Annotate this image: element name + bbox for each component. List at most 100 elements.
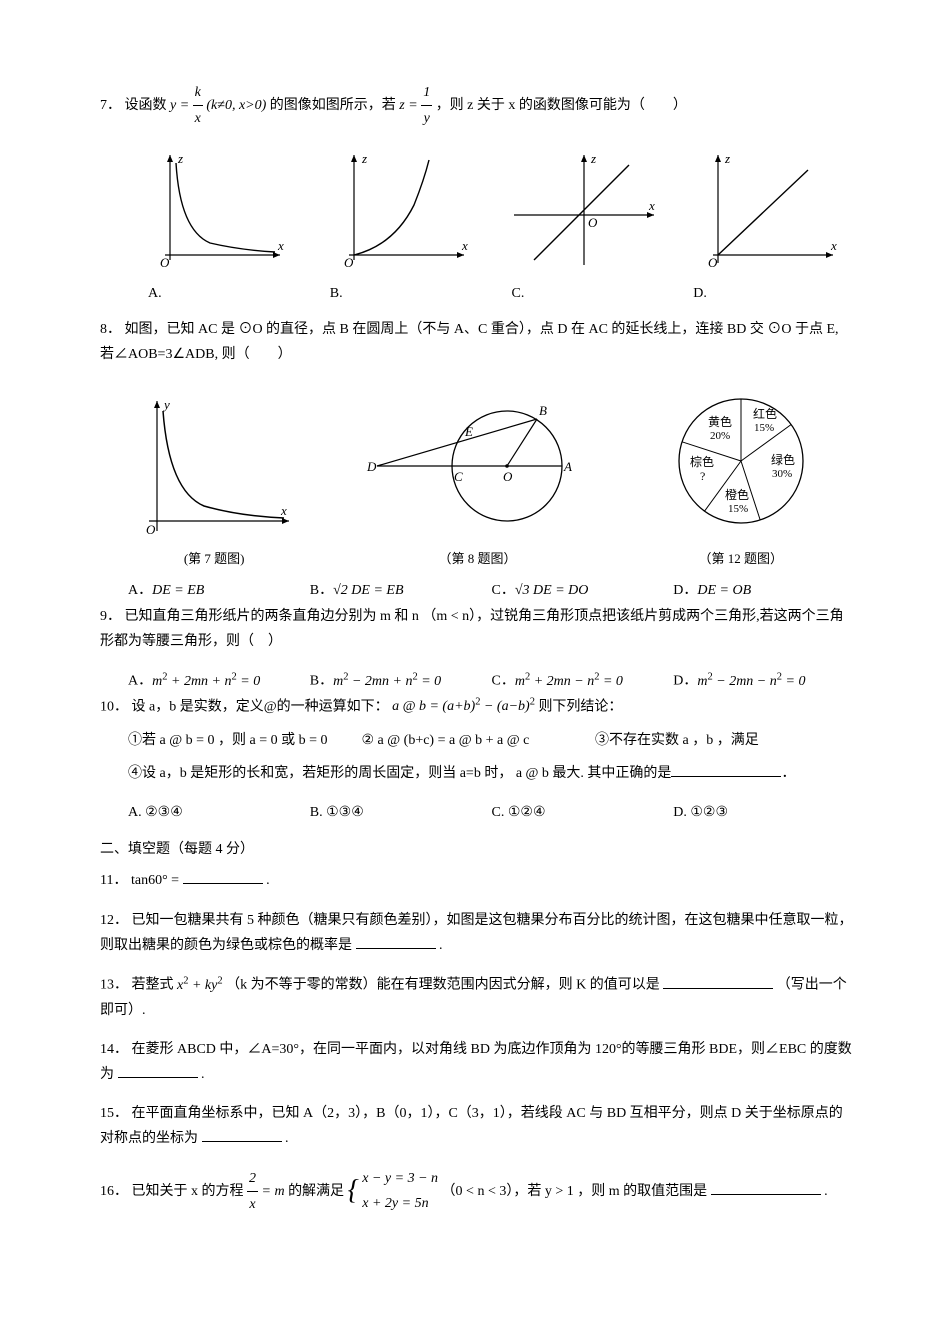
q10-opt-D: D. ①②③: [673, 800, 855, 825]
q15-num: 15．: [100, 1106, 128, 1121]
q9-opt-C: C．m2 + 2mn − n2 = 0: [492, 668, 674, 694]
svg-text:x: x: [830, 238, 837, 253]
svg-text:?: ?: [700, 469, 705, 483]
q16-text-before: 已知关于 x 的方程: [132, 1184, 248, 1199]
q8-opt-D: D．DE = OB: [673, 578, 855, 603]
svg-text:B: B: [539, 403, 547, 418]
svg-text:x: x: [280, 503, 287, 518]
q14-end: .: [201, 1067, 205, 1082]
svg-text:x: x: [277, 238, 284, 253]
q7-text-mid: 的图像如图所示，若: [270, 98, 400, 113]
q15-blank: [202, 1128, 282, 1142]
q8-opt-B: B．√2 DE = EB: [310, 578, 492, 603]
svg-text:绿色: 绿色: [771, 452, 795, 467]
q7-letter-D: D.: [673, 281, 855, 306]
svg-text:15%: 15%: [754, 422, 774, 434]
q11-text: tan60° =: [131, 873, 179, 888]
q7-chart-D: x z O: [681, 145, 855, 275]
q12-end: .: [439, 938, 443, 953]
svg-text:O: O: [588, 215, 598, 230]
q16-end: .: [824, 1184, 828, 1199]
svg-text:z: z: [361, 151, 367, 166]
q10-formula: a @ b = (a+b)2 − (a−b)2: [392, 699, 535, 714]
svg-text:z: z: [177, 151, 183, 166]
svg-text:A: A: [563, 459, 572, 474]
question-7: 7． 设函数 y = kx (k≠0, x>0) 的图像如图所示，若 z = 1…: [100, 80, 855, 131]
q8-opt-C: C．√3 DE = DO: [492, 578, 674, 603]
svg-text:C: C: [454, 469, 463, 484]
q7-chart-A: x z O: [128, 145, 302, 275]
q13-blank: [663, 975, 773, 989]
q12-blank: [356, 935, 436, 949]
q10-opt-A: A. ②③④: [128, 800, 310, 825]
q9-num: 9．: [100, 609, 121, 624]
q8-options: A．DE = EB B．√2 DE = EB C．√3 DE = DO D．DE…: [100, 578, 855, 603]
q10-stmt4: ④设 a，b 是矩形的长和宽，若矩形的周长固定，则当 a=b 时， a @ b …: [128, 766, 671, 781]
q7-letter-A: A.: [128, 281, 310, 306]
q12-num: 12．: [100, 913, 128, 928]
fig-12: 红色 15% 绿色 30% 橙色 15% 棕色 ? 黄色 20% （第 12 题…: [656, 381, 826, 570]
q7-letter-B: B.: [310, 281, 492, 306]
q16-formula1: 2x = m: [247, 1184, 285, 1199]
q16-num: 16．: [100, 1184, 128, 1199]
svg-text:y: y: [162, 397, 170, 412]
q16-formula2: { x − y = 3 − n x + 2y = 5n: [348, 1166, 438, 1216]
q13-text-before: 若整式: [132, 978, 178, 993]
q16-blank: [711, 1181, 821, 1195]
q7-charts: x z O x z O x z O: [128, 145, 855, 275]
question-14: 14． 在菱形 ABCD 中，∠A=30°，在同一平面内，以对角线 BD 为底边…: [100, 1037, 855, 1087]
q11-end: .: [266, 873, 270, 888]
question-15: 15． 在平面直角坐标系中，已知 A（2，3），B（0，1），C（3，1），若线…: [100, 1101, 855, 1151]
q9-text: 已知直角三角形纸片的两条直角边分别为 m 和 n （m < n），过锐角三角形顶…: [100, 609, 844, 649]
q10-stmt3: ③不存在实数 a ，b ，满足: [595, 733, 759, 748]
question-8: 8． 如图，已知 AC 是 ⊙O 的直径，点 B 在圆周上（不与 A、C 重合）…: [100, 317, 855, 367]
q8-text: 如图，已知 AC 是 ⊙O 的直径，点 B 在圆周上（不与 A、C 重合），点 …: [100, 322, 839, 362]
q7-letters: A. B. C. D.: [100, 281, 855, 306]
svg-text:D: D: [366, 459, 377, 474]
q9-opt-B: B．m2 − 2mn + n2 = 0: [310, 668, 492, 694]
q10-stmt4-row: ④设 a，b 是矩形的长和宽，若矩形的周长固定，则当 a=b 时， a @ b …: [100, 761, 855, 786]
fig-8: A B C D E O （第 8 题图）: [357, 381, 597, 570]
svg-text:黄色: 黄色: [708, 415, 732, 429]
svg-text:O: O: [160, 255, 170, 270]
fig12-label: （第 12 题图）: [656, 547, 826, 570]
q11-num: 11．: [100, 873, 127, 888]
q7-formula1: y = kx (k≠0, x>0): [170, 98, 266, 113]
svg-text:O: O: [344, 255, 354, 270]
question-16: 16． 已知关于 x 的方程 2x = m 的解满足 { x − y = 3 −…: [100, 1166, 855, 1217]
q16-text-mid1: 的解满足: [288, 1184, 348, 1199]
q12-text: 已知一包糖果共有 5 种颜色（糖果只有颜色差别），如图是这包糖果分布百分比的统计…: [100, 913, 853, 953]
q7-chart-B: x z O: [312, 145, 486, 275]
svg-text:30%: 30%: [772, 468, 792, 480]
svg-text:O: O: [146, 522, 156, 537]
q10-blank: [671, 763, 781, 777]
q10-options: A. ②③④ B. ①③④ C. ①②④ D. ①②③: [100, 800, 855, 825]
fig-7: x y O (第 7 题图): [129, 391, 299, 570]
figure-row: x y O (第 7 题图) A B C D E O （第 8 题图）: [100, 381, 855, 570]
q7-formula2: z = 1y: [399, 98, 432, 113]
question-11: 11． tan60° = .: [100, 868, 855, 893]
q14-blank: [118, 1064, 198, 1078]
svg-text:E: E: [464, 424, 473, 439]
q13-formula: x2 + ky2: [177, 978, 223, 993]
q8-num: 8．: [100, 322, 121, 337]
q7-num: 7．: [100, 98, 121, 113]
svg-text:O: O: [503, 469, 513, 484]
q10-opt-B: B. ①③④: [310, 800, 492, 825]
q7-letter-C: C.: [492, 281, 674, 306]
q9-opt-D: D．m2 − 2mn − n2 = 0: [673, 668, 855, 694]
svg-text:15%: 15%: [728, 503, 748, 515]
q10-blank-end: ．: [781, 766, 795, 781]
q10-opt-C: C. ①②④: [492, 800, 674, 825]
svg-text:x: x: [648, 198, 655, 213]
svg-text:z: z: [590, 151, 596, 166]
svg-text:z: z: [724, 151, 730, 166]
fig7-label: (第 7 题图): [129, 547, 299, 570]
question-13: 13． 若整式 x2 + ky2 （k 为不等于零的常数）能在有理数范围内因式分…: [100, 972, 855, 1023]
q14-num: 14．: [100, 1042, 128, 1057]
svg-text:20%: 20%: [710, 430, 730, 442]
question-10: 10． 设 a，b 是实数，定义@的一种运算如下： a @ b = (a+b)2…: [100, 694, 855, 786]
q7-chart-C: x z O: [497, 145, 671, 275]
svg-text:橙色: 橙色: [725, 487, 749, 502]
section-2-title: 二、填空题（每题 4 分）: [100, 837, 855, 862]
